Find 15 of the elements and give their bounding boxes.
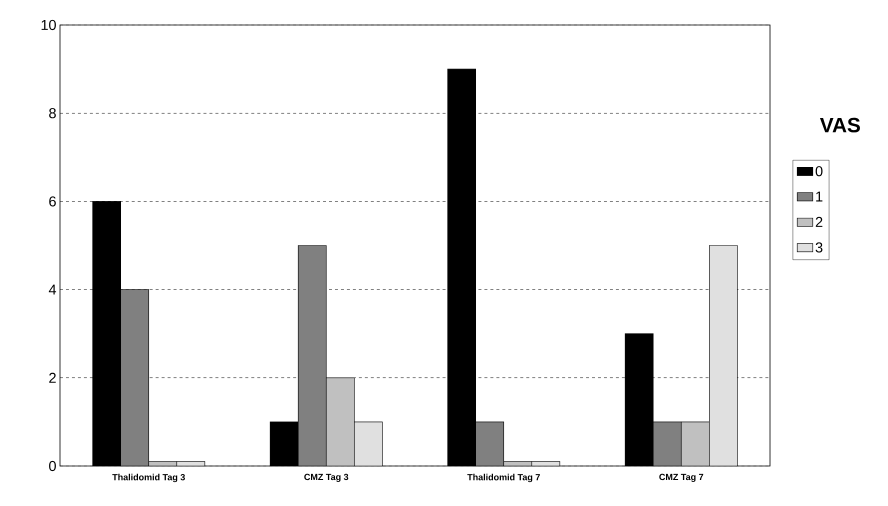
y-tick-label: 10 xyxy=(42,20,56,30)
y-tick-label: 2 xyxy=(49,372,56,383)
legend-label: 2 xyxy=(816,216,822,227)
legend-label: 0 xyxy=(816,166,823,176)
y-tick-label: 8 xyxy=(49,108,56,118)
x-tick-label: Thalidomid Tag 7 xyxy=(467,474,540,482)
legend-label: 1 xyxy=(816,192,822,202)
x-tick-label: CMZ Tag 3 xyxy=(304,474,348,482)
y-tick-label: 6 xyxy=(49,196,56,206)
y-tick-label: 4 xyxy=(48,284,56,295)
legend-label: 3 xyxy=(816,242,822,253)
x-tick-label: CMZ Tag 7 xyxy=(659,474,704,482)
y-tick-label: 0 xyxy=(49,460,56,472)
legend-title: VAS xyxy=(820,118,860,132)
x-tick-label: Thalidomid Tag 3 xyxy=(112,474,185,482)
